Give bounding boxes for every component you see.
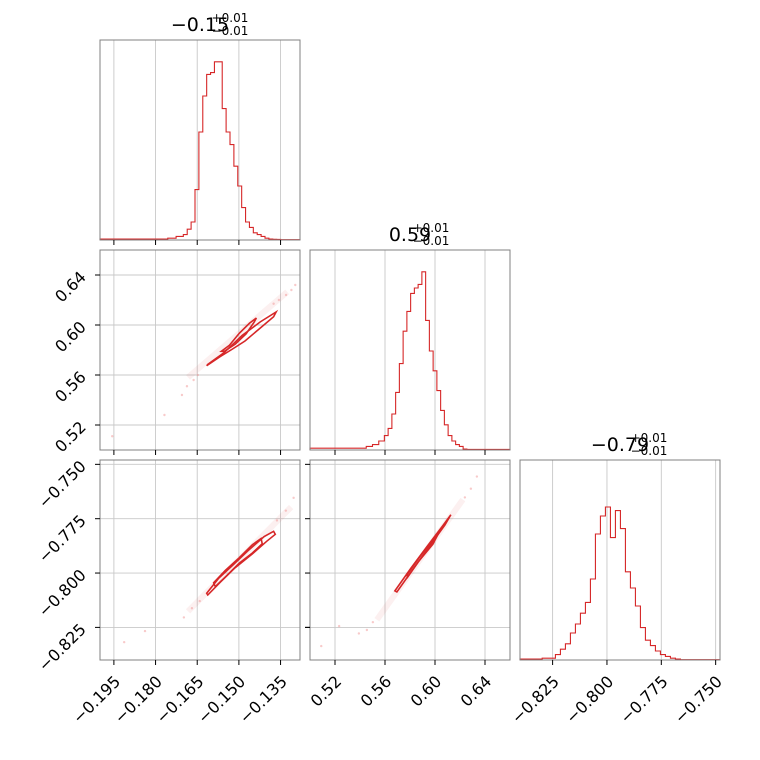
- scatter-panel-1-3: −0.195−0.180−0.165−0.150−0.135−0.825−0.8…: [35, 457, 301, 727]
- y-tick-label: 0.52: [51, 417, 90, 456]
- y-tick-label: 0.60: [51, 317, 90, 356]
- title-param-3: −0.79+0.01 −0.01: [591, 431, 668, 458]
- panel-frame: [99, 39, 301, 241]
- contour-2-sigma: [206, 309, 279, 367]
- sample-point: [463, 496, 467, 499]
- sample-point: [284, 293, 288, 297]
- histogram-step-line: [99, 61, 301, 241]
- sample-point: [143, 629, 147, 633]
- sample-point: [475, 475, 479, 478]
- histogram-panel-1: [99, 39, 301, 245]
- panel-frame: [309, 459, 511, 661]
- scatter-panel-2-3: 0.52 0.56 0.60 0.64: [305, 459, 511, 711]
- x-tick-label: 0.64: [457, 672, 496, 711]
- sample-point: [365, 628, 369, 632]
- x-tick-label: 0.56: [357, 672, 396, 711]
- contour-2-sigma: [205, 530, 277, 597]
- sample-point: [163, 413, 166, 417]
- panel-frame: [99, 459, 301, 661]
- y-tick-label: −0.800: [35, 565, 90, 620]
- sample-point: [196, 373, 199, 377]
- histogram-panel-3: −0.825 −0.800 −0.775 −0.750: [508, 459, 726, 727]
- panel-titles: −0.15+0.01 −0.01 0.59+0.01 −0.01 −0.79+0.0…: [171, 11, 668, 458]
- sample-point: [290, 288, 293, 292]
- title-param-2: 0.59+0.01 −0.01: [389, 221, 450, 248]
- y-tick-label: 0.64: [51, 267, 90, 306]
- sample-point: [292, 496, 295, 500]
- x-tick-label: −0.775: [616, 672, 671, 727]
- panel-frame: [99, 249, 301, 451]
- sample-point: [469, 487, 473, 490]
- x-tick-label: −0.825: [508, 672, 563, 727]
- y-tick-label: −0.825: [35, 620, 90, 675]
- sample-point: [272, 302, 275, 305]
- sample-point: [122, 640, 126, 644]
- histogram-step-line: [519, 506, 721, 661]
- sample-point: [284, 509, 288, 512]
- y-tick-label: −0.750: [35, 457, 90, 512]
- sample-point: [371, 620, 375, 624]
- sample-point: [337, 624, 341, 628]
- sample-point: [180, 393, 184, 397]
- sample-point: [198, 599, 201, 603]
- sample-point: [190, 607, 194, 610]
- contour-2-sigma: [393, 514, 452, 594]
- y-tick-label: 0.56: [51, 367, 90, 406]
- y-tick-label: −0.775: [35, 511, 90, 566]
- sample-point: [277, 298, 281, 302]
- histogram-panel-2: [309, 249, 511, 455]
- sample-point: [182, 616, 186, 619]
- x-tick-label: −0.800: [562, 672, 617, 727]
- x-tick-label: 0.52: [307, 672, 346, 711]
- sample-point: [111, 435, 114, 438]
- scatter-panel-1-2: 0.52 0.56 0.60 0.64: [51, 249, 301, 456]
- title-param-1: −0.15+0.01 −0.01: [171, 11, 249, 38]
- sample-point: [275, 519, 279, 522]
- panels: −0.825 −0.800 −0.775 −0.7500.520.560.600.64…: [35, 39, 726, 727]
- sample-point: [294, 283, 297, 287]
- x-tick-label: 0.60: [407, 672, 446, 711]
- histogram-step-line: [309, 271, 511, 451]
- panel-frame: [519, 459, 721, 661]
- x-tick-label: −0.750: [671, 672, 726, 727]
- sample-point: [185, 385, 189, 388]
- panel-frame: [309, 249, 511, 451]
- sample-point: [357, 632, 361, 635]
- sample-point: [192, 378, 195, 382]
- sample-point: [320, 644, 323, 648]
